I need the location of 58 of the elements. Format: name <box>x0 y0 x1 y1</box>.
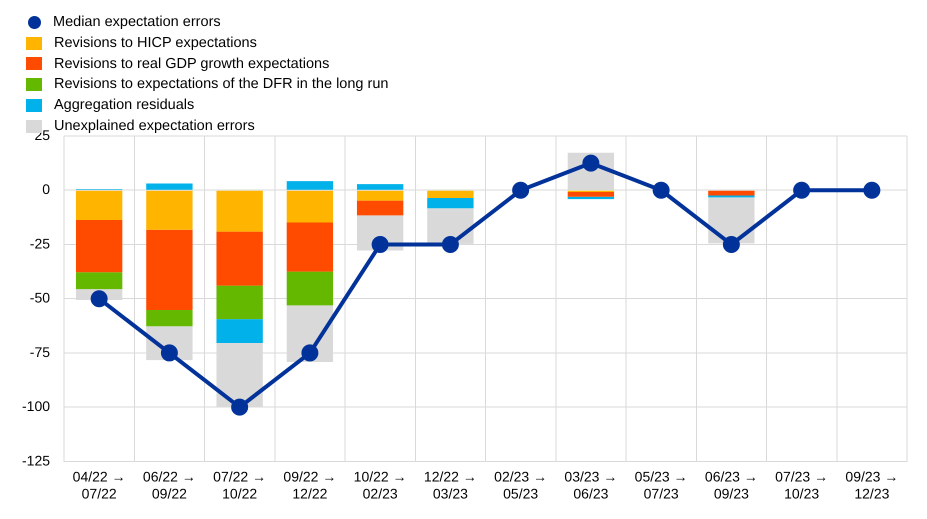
legend-label: Unexplained expectation errors <box>54 116 255 136</box>
bar <box>146 310 193 326</box>
bar <box>708 190 755 196</box>
point <box>90 290 108 308</box>
bar <box>76 272 122 290</box>
bar <box>427 190 474 198</box>
bar <box>286 222 334 272</box>
x-tick-label: 10/22 → 02/23 <box>354 468 407 502</box>
x-tick-label: 06/22 → 09/22 <box>142 468 196 502</box>
y-tick-label: -50 <box>30 290 50 306</box>
x-tick-label: 05/23 → 07/23 <box>634 468 688 502</box>
bar <box>286 181 334 190</box>
x-tick-label: 06/23 → 09/23 <box>704 468 758 502</box>
bar <box>286 190 334 223</box>
y-tick-label: -100 <box>22 398 50 414</box>
x-tick-label: 04/22 → 07/22 <box>72 468 126 502</box>
bar <box>356 184 404 190</box>
point <box>372 236 389 253</box>
x-tick-label: 09/22 → 12/22 <box>283 468 336 502</box>
point <box>863 182 880 199</box>
x-tick-label: 03/23 → 06/23 <box>564 468 618 502</box>
legend-label: Aggregation residuals <box>54 96 194 116</box>
bar <box>568 196 614 200</box>
bar <box>216 319 263 343</box>
bar <box>427 198 474 208</box>
bar <box>568 192 614 197</box>
bar <box>76 190 122 220</box>
y-tick-label: -75 <box>30 344 50 360</box>
y-tick-label: 0 <box>42 181 50 198</box>
point <box>231 398 248 416</box>
point <box>512 182 530 199</box>
legend-label: Median expectation errors <box>53 13 221 32</box>
bar <box>146 184 193 190</box>
legend-label: Revisions to real GDP growth expectations <box>54 54 330 74</box>
x-tick-label: 09/23 → 12/23 <box>845 468 898 502</box>
x-tick-label: 12/22 → 03/23 <box>424 468 477 502</box>
point <box>722 236 740 253</box>
bar <box>146 230 193 310</box>
bar <box>146 190 193 230</box>
point <box>652 182 670 199</box>
point <box>301 344 318 362</box>
bar <box>76 220 122 272</box>
x-tick-label: 02/23 → 05/23 <box>494 468 548 502</box>
bar <box>216 190 263 232</box>
bar <box>286 272 334 306</box>
x-tick-label: 07/22 → 10/22 <box>213 468 266 502</box>
legend-label: Revisions to expectations of the DFR in the long run <box>54 75 388 94</box>
point <box>442 236 459 253</box>
x-tick-label: 07/23 → 10/23 <box>775 468 828 502</box>
bar <box>356 190 404 201</box>
bar <box>356 200 404 216</box>
legend-label: Revisions to HICP expectations <box>54 34 257 53</box>
y-tick-label: -125 <box>22 452 50 468</box>
bar <box>216 286 263 320</box>
y-tick-label: -25 <box>30 235 50 252</box>
point <box>793 182 810 199</box>
point <box>160 344 178 362</box>
bar <box>216 232 263 286</box>
